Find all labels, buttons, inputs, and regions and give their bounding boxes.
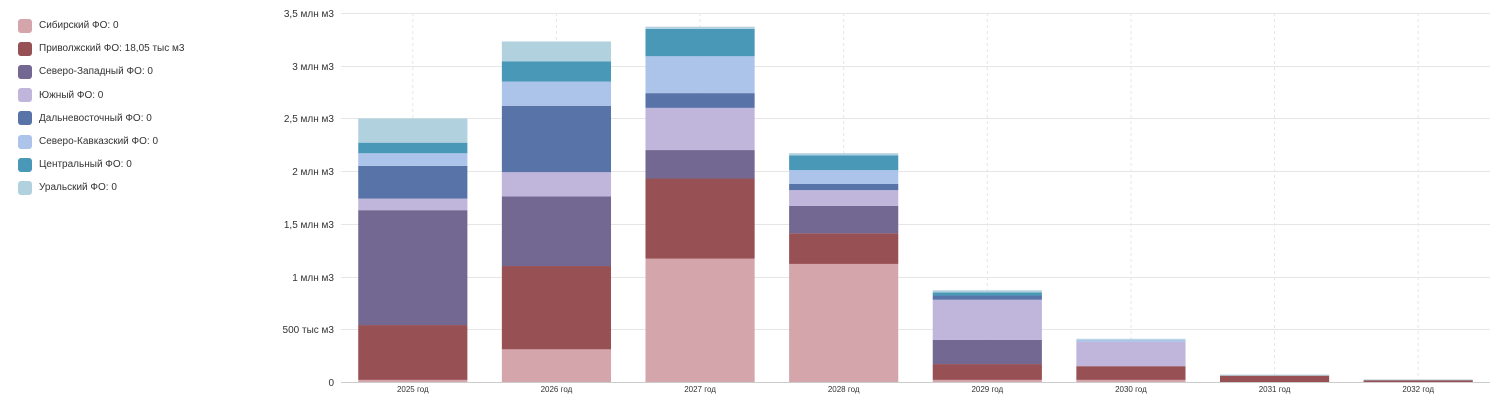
legend-swatch xyxy=(18,88,32,103)
legend-label: Уральский ФО: 0 xyxy=(39,182,117,194)
bar-segment xyxy=(358,325,468,380)
legend-label: Северо-Западный ФО: 0 xyxy=(39,66,153,78)
x-tick-label: 2031 год xyxy=(1259,385,1291,394)
bar-segment xyxy=(501,81,612,106)
bar-segment xyxy=(645,26,755,29)
bar-segment xyxy=(645,178,755,259)
bars-layer xyxy=(358,26,1473,382)
legend-swatch xyxy=(18,157,32,172)
y-tick-label: 1,5 млн м3 xyxy=(284,220,335,231)
legend-item[interactable]: Южный ФО: 0 xyxy=(18,84,258,107)
x-tick-label: 2027 год xyxy=(684,385,716,394)
bar-segment xyxy=(358,379,468,382)
bar-segment xyxy=(358,198,468,211)
legend-item[interactable]: Приволжский ФО: 18,05 тыс м3 xyxy=(18,37,258,60)
legend-item[interactable]: Сибирский ФО: 0 xyxy=(18,14,258,37)
y-tick-label: 3,5 млн м3 xyxy=(284,9,335,20)
legend-label: Приволжский ФО: 18,05 тыс м3 xyxy=(39,43,185,55)
bar-segment xyxy=(645,150,755,179)
bar-segment xyxy=(645,258,755,382)
x-tick-label: 2026 год xyxy=(541,385,573,394)
x-tick-label: 2030 год xyxy=(1115,385,1147,394)
bar-segment xyxy=(932,364,1042,380)
bar-segment xyxy=(932,290,1042,293)
bar-segment xyxy=(789,263,899,382)
bar-segment xyxy=(501,349,612,382)
y-tick-label: 2 млн м3 xyxy=(292,167,334,178)
legend-item[interactable]: Уральский ФО: 0 xyxy=(18,176,258,199)
legend-label: Дальневосточный ФО: 0 xyxy=(39,112,152,124)
legend-swatch xyxy=(18,41,32,56)
legend-item[interactable]: Центральный ФО: 0 xyxy=(18,153,258,176)
legend-item[interactable]: Дальневосточный ФО: 0 xyxy=(18,107,258,130)
legend-swatch xyxy=(18,111,32,126)
x-tick-label: 2025 год xyxy=(397,385,429,394)
bar-segment xyxy=(789,190,899,206)
y-tick-label: 1 млн м3 xyxy=(292,273,334,284)
bar-segment xyxy=(645,56,755,94)
bar-segment xyxy=(789,205,899,234)
bar-segment xyxy=(932,299,1042,340)
bar-segment xyxy=(789,233,899,264)
bar-segment xyxy=(1076,341,1186,367)
bar-segment xyxy=(358,118,468,143)
bar-segment xyxy=(1219,374,1330,376)
legend-swatch xyxy=(18,64,32,79)
bar-segment xyxy=(358,210,468,326)
bar-segment xyxy=(501,196,612,267)
bar-segment xyxy=(932,379,1042,382)
bar-segment xyxy=(932,292,1042,296)
bar-segment xyxy=(1076,366,1186,380)
legend-swatch xyxy=(18,18,32,33)
legend-label: Северо-Кавказский ФО: 0 xyxy=(39,136,159,148)
bar-segment xyxy=(789,155,899,171)
bar-segment xyxy=(789,183,899,191)
legend-item[interactable]: Северо-Кавказский ФО: 0 xyxy=(18,130,258,153)
bar-segment xyxy=(358,153,468,166)
legend-label: Южный ФО: 0 xyxy=(39,89,104,101)
bar-segment xyxy=(932,339,1042,365)
bar-segment xyxy=(501,172,612,197)
bar-segment xyxy=(358,142,468,154)
bar-segment xyxy=(358,165,468,199)
bar-segment xyxy=(501,61,612,82)
legend-item[interactable]: Северо-Западный ФО: 0 xyxy=(18,60,258,83)
x-tick-label: 2032 год xyxy=(1402,385,1434,394)
bar-segment xyxy=(1363,379,1473,381)
y-tick-label: 2,5 млн м3 xyxy=(284,114,335,125)
x-tick-label: 2028 год xyxy=(828,385,860,394)
bar-segment xyxy=(789,153,899,156)
legend-label: Центральный ФО: 0 xyxy=(39,159,132,171)
y-tick-label: 0 xyxy=(328,378,334,389)
legend-swatch xyxy=(18,180,32,195)
axis-layer: 0 500 тыс м3 1 млн м3 1,5 млн м3 2 млн м3 2,5… xyxy=(283,9,1490,394)
bar-segment xyxy=(1363,380,1473,382)
bar-segment xyxy=(645,93,755,108)
bar-segment xyxy=(645,28,755,57)
bar-segment xyxy=(1076,379,1186,382)
bar-segment xyxy=(1219,375,1330,382)
bar-segment xyxy=(932,295,1042,300)
bar-segment xyxy=(501,105,612,173)
bar-segment xyxy=(1076,338,1186,340)
bar-segment xyxy=(1076,339,1186,342)
y-tick-label: 3 млн м3 xyxy=(292,62,334,73)
bar-segment xyxy=(501,41,612,62)
x-tick-label: 2029 год xyxy=(971,385,1003,394)
bar-segment xyxy=(789,170,899,184)
bar-segment xyxy=(501,266,612,350)
y-tick-label: 500 тыс м3 xyxy=(283,325,335,336)
legend: Сибирский ФО: 0 Приволжский ФО: 18,05 тыс… xyxy=(18,14,258,200)
legend-label: Сибирский ФО: 0 xyxy=(39,20,119,32)
legend-swatch xyxy=(18,134,32,149)
bar-segment xyxy=(645,107,755,151)
